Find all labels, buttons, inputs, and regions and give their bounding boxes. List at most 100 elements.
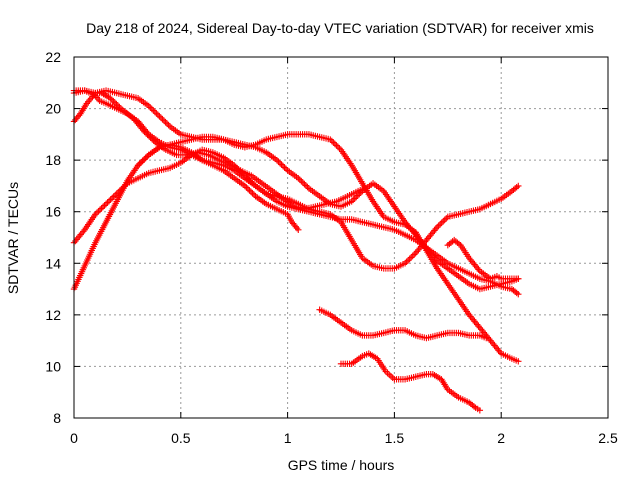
- data-point: [350, 196, 357, 204]
- data-point: [330, 139, 337, 146]
- data-point: [95, 208, 102, 215]
- data-point: [411, 251, 418, 258]
- data-point: [476, 407, 484, 414]
- data-point: [144, 153, 151, 160]
- data-point: [147, 104, 154, 111]
- data-point: [515, 275, 522, 282]
- data-point: [159, 116, 166, 123]
- data-point: [104, 199, 111, 206]
- data-point: [407, 254, 415, 261]
- x-tick-label: 2.5: [598, 430, 618, 446]
- data-point: [163, 120, 171, 127]
- data-point: [235, 166, 242, 173]
- series-track-9: [337, 350, 484, 414]
- series-track-7: [444, 236, 522, 282]
- data-point: [440, 218, 447, 225]
- series-track-2: [70, 87, 522, 298]
- data-point: [279, 162, 287, 170]
- axis-ticks: [73, 56, 609, 419]
- data-point: [142, 154, 149, 162]
- data-point: [276, 159, 284, 167]
- data-point: [102, 200, 110, 208]
- series-track-4: [134, 131, 522, 365]
- data-point: [114, 102, 122, 109]
- data-point: [356, 190, 363, 198]
- data-point: [238, 169, 246, 176]
- data-point: [443, 215, 450, 222]
- data-point: [92, 211, 99, 218]
- data-point: [249, 179, 256, 187]
- data-point: [111, 99, 119, 106]
- data-point: [333, 142, 340, 149]
- data-point: [304, 183, 311, 191]
- data-point: [156, 113, 163, 120]
- data-point: [298, 177, 305, 185]
- y-tick-label: 16: [45, 204, 61, 220]
- data-point: [154, 111, 162, 119]
- data-point: [281, 164, 288, 171]
- data-point: [162, 119, 169, 126]
- data-point: [240, 170, 247, 178]
- data-point: [273, 156, 281, 164]
- data-point: [231, 162, 238, 169]
- data-point: [409, 252, 416, 260]
- data-point: [302, 182, 310, 189]
- data-point: [111, 191, 119, 199]
- data-point: [101, 202, 108, 209]
- data-point: [401, 260, 409, 267]
- data-point: [110, 193, 117, 200]
- data-point: [151, 108, 159, 116]
- data-point: [246, 187, 253, 194]
- data-point: [483, 334, 490, 342]
- data-point: [140, 156, 148, 163]
- data-point: [249, 190, 256, 197]
- data-point: [113, 100, 120, 108]
- data-point: [107, 196, 114, 203]
- data-point: [246, 176, 253, 184]
- data-point: [150, 137, 157, 144]
- data-point: [134, 162, 142, 169]
- data-point: [250, 181, 258, 188]
- data-point: [404, 257, 412, 264]
- data-point: [137, 159, 145, 166]
- series-track-1: [70, 87, 522, 293]
- data-point: [98, 205, 105, 212]
- data-point: [148, 135, 156, 143]
- data-point: [157, 114, 165, 121]
- data-point: [243, 184, 250, 191]
- data-point: [241, 172, 249, 179]
- y-tick-label: 12: [45, 307, 61, 323]
- data-point: [232, 163, 239, 170]
- series-track-5: [70, 146, 522, 272]
- data-point: [406, 255, 413, 263]
- data-point: [142, 130, 150, 137]
- data-point: [301, 180, 308, 188]
- data-point: [243, 173, 250, 181]
- data-point: [327, 136, 334, 143]
- data-point: [147, 134, 154, 141]
- x-axis-label: GPS time / hours: [288, 457, 395, 473]
- data-point: [96, 206, 104, 214]
- data-point: [108, 96, 116, 103]
- data-point: [234, 165, 241, 172]
- data-marks: [70, 87, 522, 414]
- data-point: [247, 188, 255, 196]
- data-point: [244, 175, 252, 182]
- data-point: [403, 258, 410, 266]
- data-point: [110, 98, 117, 105]
- y-tick-label: 22: [45, 49, 61, 65]
- data-point: [139, 157, 146, 165]
- x-tick-labels: 0 0.5 1 1.5 2 2.5: [70, 430, 618, 446]
- data-point: [433, 223, 441, 231]
- data-point: [515, 182, 522, 190]
- data-point: [237, 167, 244, 175]
- data-point: [148, 105, 156, 113]
- data-point: [295, 226, 302, 233]
- x-tick-label: 0.5: [171, 430, 191, 446]
- data-point: [241, 182, 249, 190]
- data-point: [244, 185, 252, 193]
- y-tick-label: 10: [45, 358, 61, 374]
- y-tick-labels: 8 10 12 14 16 18 20 22: [45, 49, 61, 426]
- data-point: [165, 121, 172, 129]
